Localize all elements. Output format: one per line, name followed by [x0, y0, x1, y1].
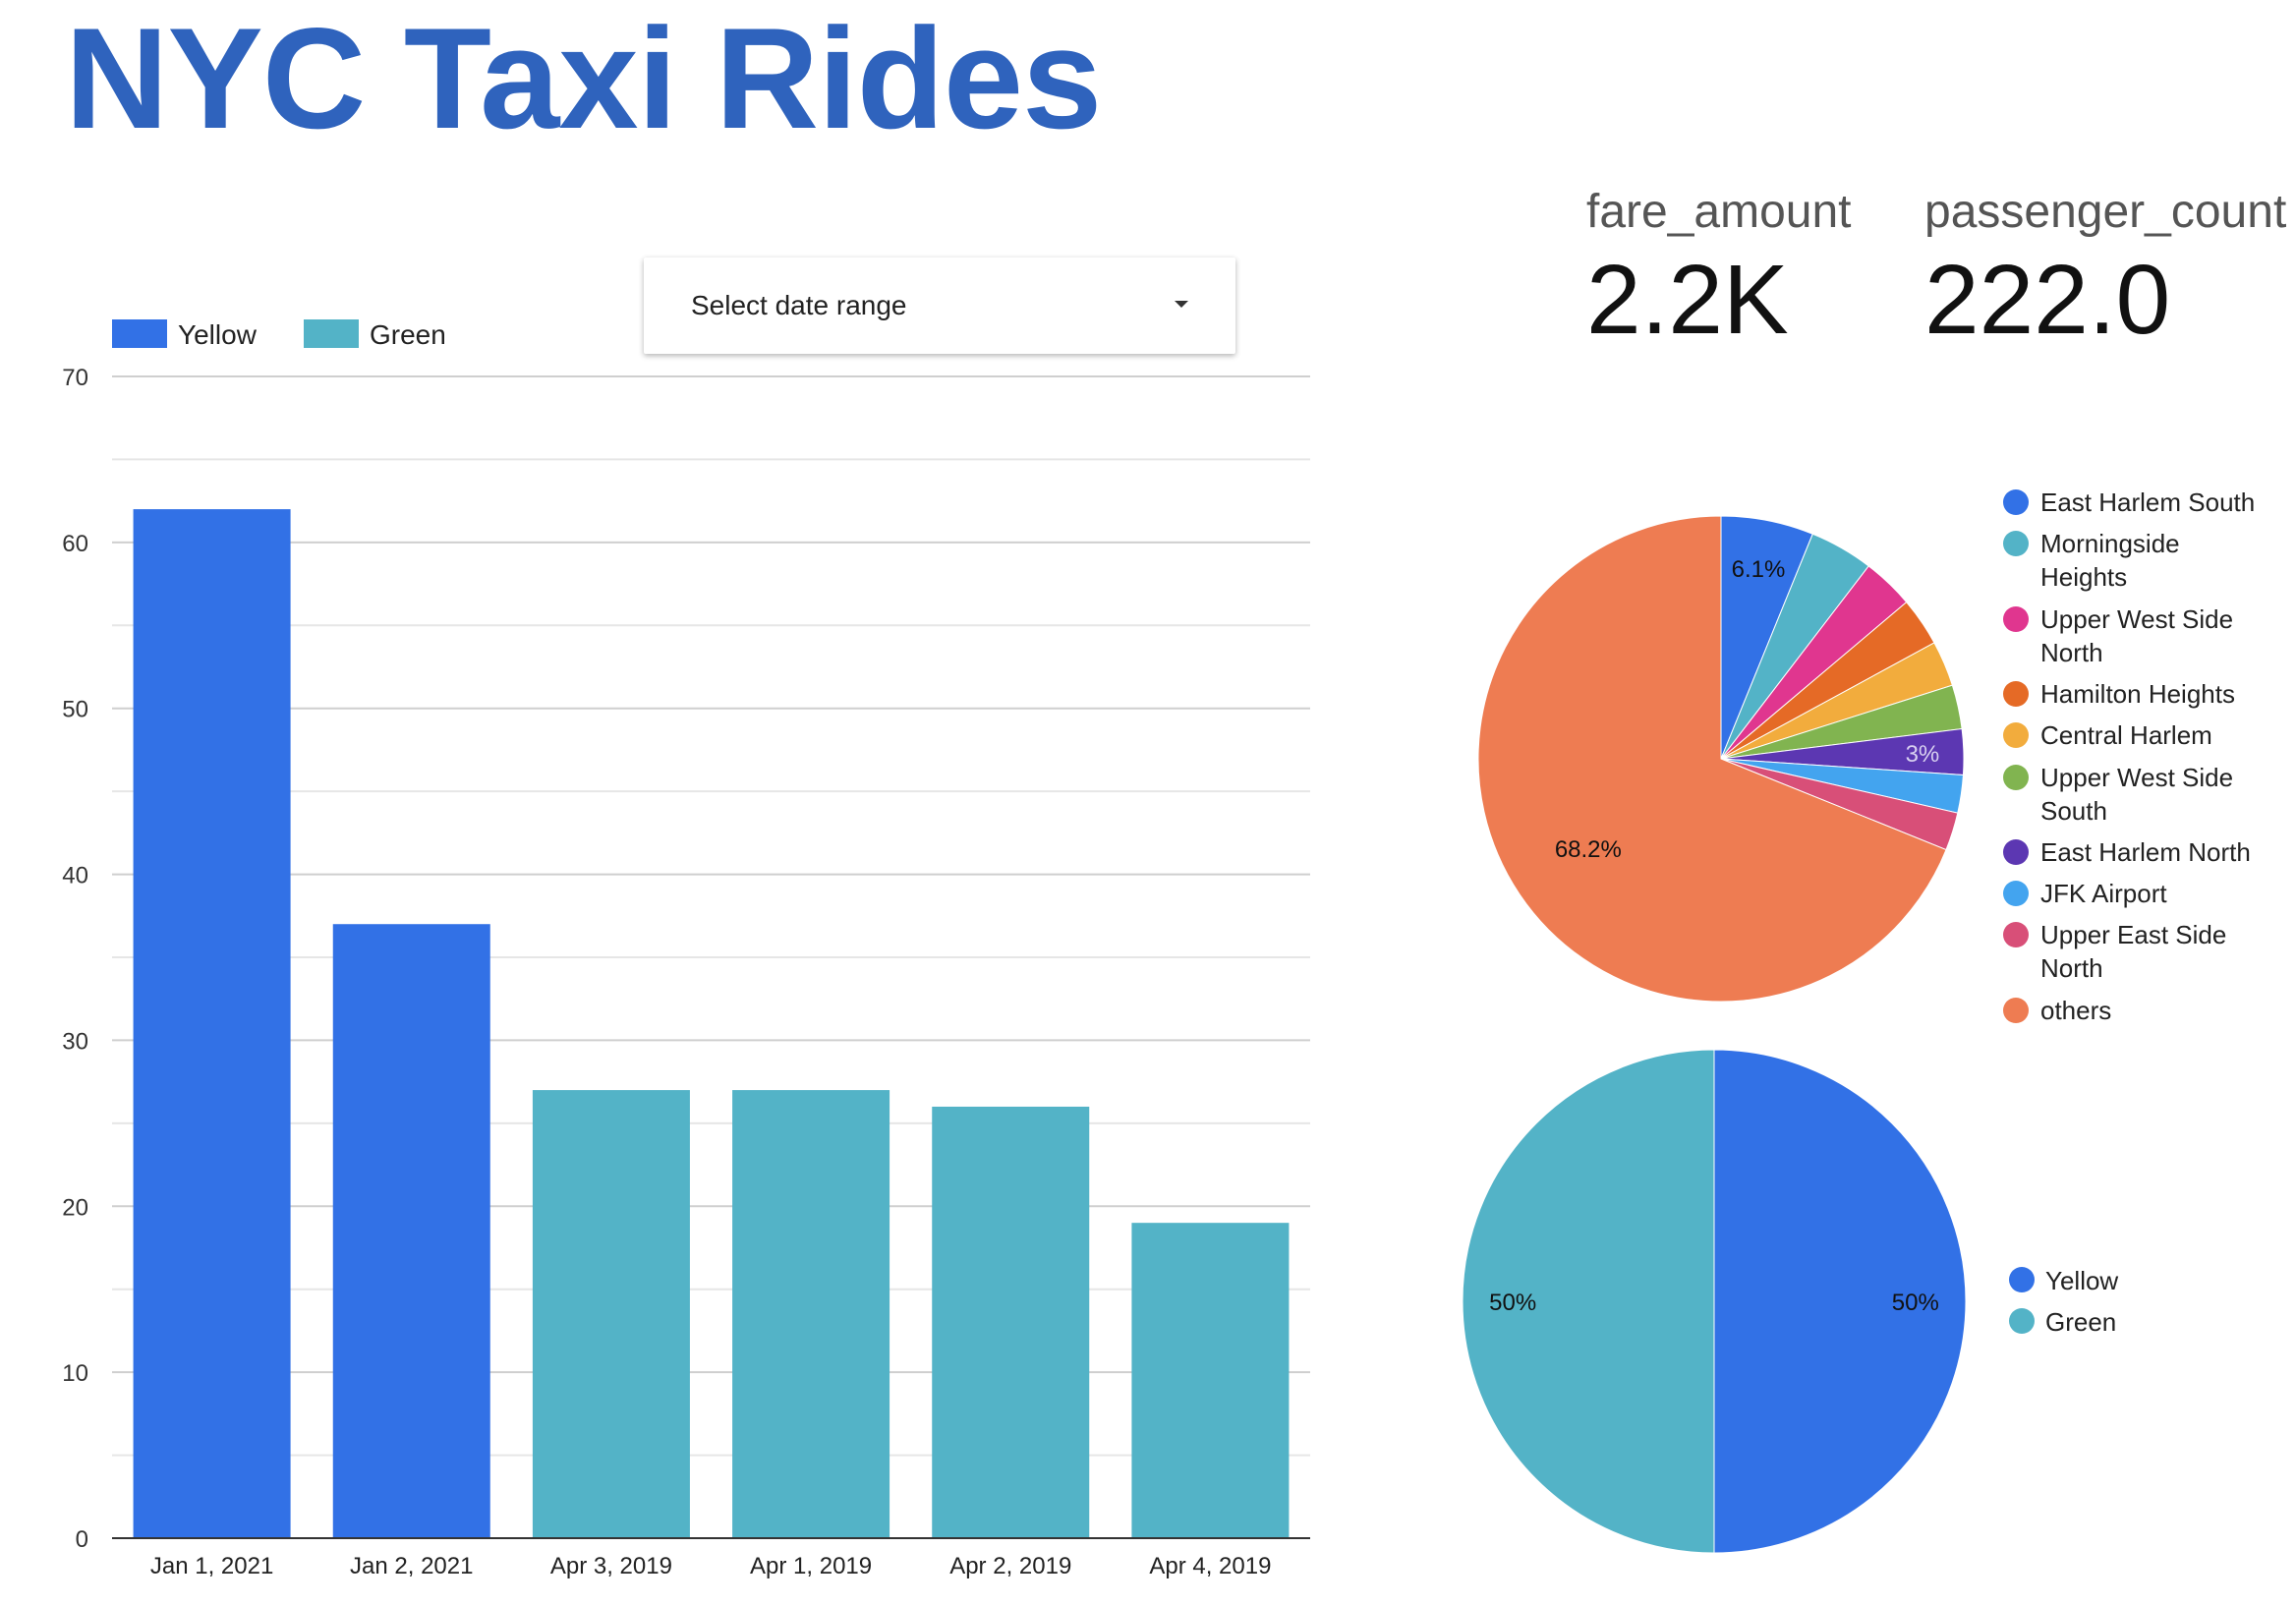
- bar: [1131, 1223, 1290, 1538]
- page-title: NYC Taxi Rides: [65, 0, 1102, 158]
- scorecard-value: 222.0: [1924, 245, 2171, 355]
- legend-label: Hamilton Heights: [2040, 679, 2235, 709]
- pie-slice-label: 6.1%: [1732, 556, 1786, 583]
- legend-marker: [2003, 839, 2029, 865]
- scorecard-label: fare_amount: [1586, 186, 1852, 238]
- bar-chart: 0 10 20 30 40 50 60 70 Jan 1, 2021 Jan 2, 2021 Apr…: [62, 319, 1310, 1579]
- y-tick-label: 50: [62, 697, 88, 723]
- legend-marker: [2003, 922, 2029, 947]
- legend-label: Green: [2045, 1307, 2116, 1337]
- legend-label: Central Harlem: [2040, 720, 2212, 750]
- y-tick-label: 0: [76, 1526, 88, 1553]
- pie-slice-label: 50%: [1892, 1290, 1939, 1316]
- legend-label: East Harlem North: [2040, 837, 2251, 867]
- legend-label: Upper West Side: [2040, 763, 2233, 792]
- bar: [133, 509, 291, 1538]
- y-tick-label: 60: [62, 531, 88, 557]
- y-tick-label: 40: [62, 863, 88, 889]
- legend-label: North: [2040, 638, 2103, 667]
- legend-label: Heights: [2040, 562, 2127, 592]
- legend-label: Yellow: [2045, 1266, 2118, 1295]
- legend-marker: [2003, 531, 2029, 556]
- legend-label: South: [2040, 796, 2107, 826]
- x-tick-label: Jan 2, 2021: [350, 1553, 473, 1579]
- x-tick-label: Apr 2, 2019: [949, 1553, 1071, 1579]
- legend-label: Green: [370, 319, 446, 350]
- legend-marker: [2003, 722, 2029, 748]
- pie-slice-label: 50%: [1489, 1290, 1536, 1316]
- y-tick-label: 20: [62, 1194, 88, 1221]
- date-range-dropdown[interactable]: Select date range: [644, 258, 1235, 354]
- x-tick-label: Apr 4, 2019: [1149, 1553, 1271, 1579]
- pie-slice: [1713, 1049, 1967, 1554]
- legend-label: Yellow: [178, 319, 258, 350]
- legend-marker: [2003, 606, 2029, 632]
- y-tick-label: 30: [62, 1028, 88, 1055]
- bar: [732, 1090, 890, 1538]
- legend-label: Morningside: [2040, 529, 2180, 558]
- taxi-type-pie-chart: 50% 50% Yellow Green: [1462, 1049, 2118, 1554]
- x-tick-label: Apr 3, 2019: [550, 1553, 672, 1579]
- legend-label: Upper West Side: [2040, 604, 2233, 634]
- scorecard-passenger-count: passenger_count 222.0: [1924, 185, 2286, 354]
- pie-slice-label: 68.2%: [1555, 836, 1622, 863]
- legend-label: East Harlem South: [2040, 488, 2255, 517]
- x-tick-label: Apr 1, 2019: [750, 1553, 872, 1579]
- legend-marker: [2003, 881, 2029, 906]
- bar: [932, 1106, 1090, 1538]
- legend-label: others: [2040, 996, 2111, 1025]
- legend-marker: [2009, 1308, 2035, 1334]
- x-tick-label: Jan 1, 2021: [150, 1553, 273, 1579]
- legend-label: Upper East Side: [2040, 920, 2226, 949]
- scorecard-label: passenger_count: [1924, 186, 2287, 238]
- legend-swatch: [304, 319, 359, 348]
- pie-slice: [1477, 515, 1947, 1003]
- legend-swatch: [112, 319, 167, 348]
- bar: [532, 1090, 690, 1538]
- y-tick-label: 70: [62, 365, 88, 391]
- legend-marker: [2009, 1267, 2035, 1292]
- legend-label: JFK Airport: [2040, 879, 2167, 908]
- pie-slice: [1462, 1049, 1715, 1554]
- date-range-label: Select date range: [691, 290, 907, 320]
- legend-label: North: [2040, 953, 2103, 983]
- scorecard-value: 2.2K: [1586, 245, 1789, 355]
- y-tick-label: 10: [62, 1360, 88, 1387]
- neighborhood-pie-chart: 6.1% 3% 68.2% East Harlem South Morningside H…: [1477, 488, 2255, 1025]
- legend-marker: [2003, 489, 2029, 515]
- legend-marker: [2003, 681, 2029, 707]
- legend-marker: [2003, 998, 2029, 1023]
- legend-marker: [2003, 765, 2029, 790]
- bar: [332, 924, 490, 1538]
- dropdown-arrow-icon: [1175, 301, 1188, 308]
- pie-slice-label: 3%: [1906, 741, 1940, 768]
- scorecard-fare-amount: fare_amount 2.2K: [1586, 185, 1852, 354]
